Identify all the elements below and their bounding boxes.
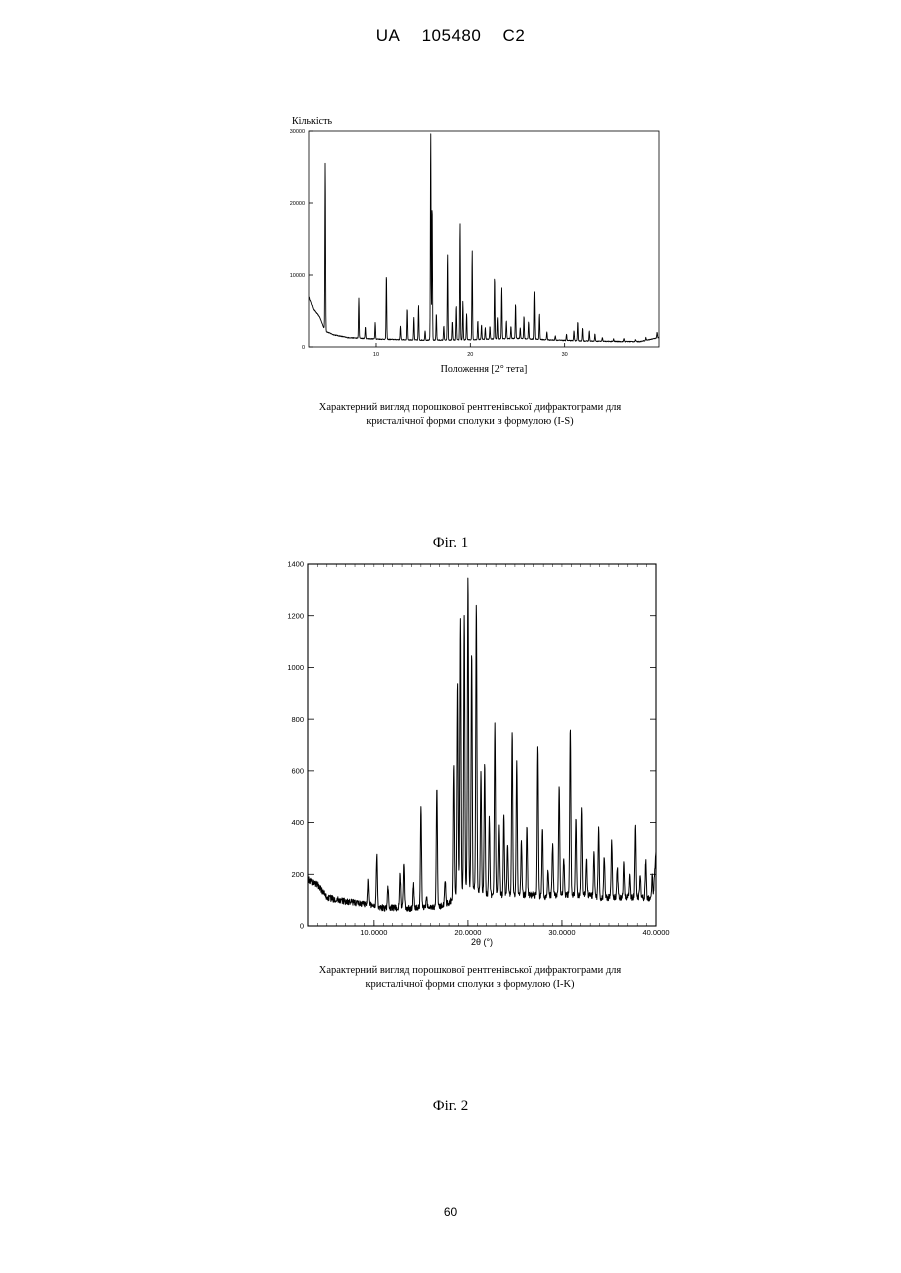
y-tick-label: 600 [291,766,304,775]
figure-2-label: Фіг. 2 [0,1098,901,1115]
peak-point [477,320,478,321]
peak-point [494,276,495,277]
peak-point [467,576,468,577]
y-tick-label: 1200 [287,611,304,620]
x-tick-label: 40.0000 [642,928,669,937]
figure-2-caption-line-2: кристалічної форми сполуки з формулою (I… [250,978,690,992]
peak-point [443,325,444,326]
y-tick-label: 800 [291,715,304,724]
peak-point [456,305,457,306]
y-tick-label: 200 [291,870,304,879]
peak-point [511,729,512,730]
figure-2-caption-line-1: Характерний вигляд порошкової рентгенівс… [250,964,690,978]
peak-point [575,817,576,818]
peak-point [460,615,461,616]
peak-point [471,654,472,655]
x-tick-label: 10.0000 [360,928,387,937]
peak-point [324,161,325,162]
peak-point [537,744,538,745]
y-tick-label: 1000 [287,663,304,672]
diffraction-trace [308,578,656,911]
peak-point [542,827,543,828]
plot-frame [309,131,659,347]
figure-1-caption-line-1: Характерний вигляд порошкової рентгенівс… [250,401,690,415]
peak-point [507,843,508,844]
peak-point [436,786,437,787]
peak-point [639,874,640,875]
figure-1-caption: Характерний вигляд порошкової рентгенівс… [250,401,690,429]
peak-point [445,879,446,880]
peak-point [484,763,485,764]
x-axis-label: 2θ (°) [471,937,493,947]
peak-point [570,726,571,727]
x-axis-label: Положення [2° тета] [441,364,528,375]
diffraction-trace [309,134,659,342]
y-axis-label: Кількість [292,116,332,127]
x-tick-label: 30 [562,352,568,358]
y-tick-label: 20000 [290,201,305,207]
peak-point [459,221,460,222]
peak-point [452,320,453,321]
x-tick-label: 10 [373,352,379,358]
figure-1-caption-line-2: кристалічної форми сполуки з формулою (I… [250,415,690,429]
y-tick-label: 0 [300,922,304,931]
peak-point [559,783,560,784]
figure-2-caption: Характерний вигляд порошкової рентгенівс… [250,964,690,992]
peak-point [447,253,448,254]
peak-point [604,856,605,857]
peak-point [436,313,437,314]
peak-point [386,274,387,275]
y-tick-label: 0 [302,345,305,351]
y-tick-label: 400 [291,818,304,827]
x-tick-label: 30.0000 [548,928,575,937]
x-tick-label: 20.0000 [454,928,481,937]
peak-point [617,866,618,867]
page-number: 60 [0,1205,901,1219]
y-tick-label: 1400 [287,560,304,569]
peak-point [407,308,408,309]
peak-point [515,302,516,303]
xrd-chart-1: 10 20 30 0 10000 20000 30000 Кількість Положення… [0,0,901,420]
xrd-chart-2: 10.0000 20.0000 30.0000 40.0000 0 200 400 600 80… [0,550,901,950]
peak-point [476,602,477,603]
peak-point [547,869,548,870]
peak-point [432,202,433,203]
x-tick-label: 20 [467,352,473,358]
y-tick-label: 10000 [290,273,305,279]
y-tick-label: 30000 [290,129,305,135]
